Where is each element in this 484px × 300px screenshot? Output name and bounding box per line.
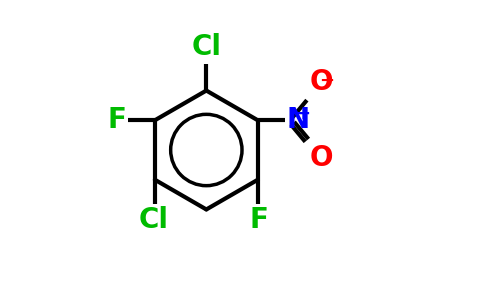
Text: −: − xyxy=(319,72,334,90)
Text: F: F xyxy=(250,206,269,234)
Text: N: N xyxy=(286,106,309,134)
Text: F: F xyxy=(108,106,127,134)
Text: +: + xyxy=(295,105,310,123)
Text: O: O xyxy=(310,144,333,172)
Text: Cl: Cl xyxy=(191,33,221,61)
Text: O: O xyxy=(310,68,333,96)
Text: Cl: Cl xyxy=(138,206,168,234)
